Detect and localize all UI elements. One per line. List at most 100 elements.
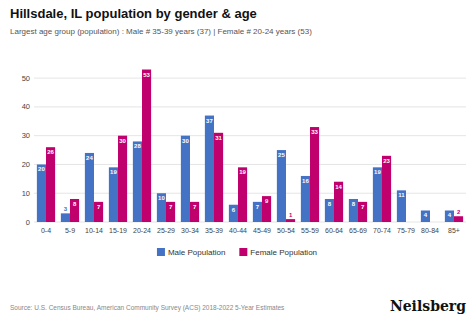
bar bbox=[262, 196, 271, 222]
data-label: 9 bbox=[265, 198, 269, 204]
data-label: 30 bbox=[119, 138, 126, 144]
chart: Hillsdale, IL population by gender & age… bbox=[0, 0, 474, 316]
data-label: 8 bbox=[73, 201, 77, 207]
bar bbox=[70, 199, 79, 222]
bar bbox=[142, 70, 151, 222]
data-label: 7 bbox=[256, 204, 260, 210]
bar bbox=[214, 133, 223, 222]
x-tick-label: 70-74 bbox=[373, 227, 391, 234]
data-label: 4 bbox=[448, 212, 452, 218]
bar bbox=[133, 141, 142, 222]
data-label: 30 bbox=[182, 138, 189, 144]
bar bbox=[238, 167, 247, 222]
x-tick-label: 25-29 bbox=[157, 227, 175, 234]
bar bbox=[334, 182, 343, 222]
subtitle: Largest age group (population) : Male # … bbox=[10, 27, 312, 36]
x-tick-label: 5-9 bbox=[65, 227, 75, 234]
grid-line bbox=[34, 106, 466, 107]
x-tick-label: 35-39 bbox=[205, 227, 223, 234]
bar bbox=[229, 205, 238, 222]
data-label: 16 bbox=[302, 178, 309, 184]
data-label: 7 bbox=[193, 204, 197, 210]
bar bbox=[190, 202, 199, 222]
bar bbox=[430, 222, 439, 223]
data-label: 31 bbox=[215, 135, 222, 141]
x-tick-label: 40-44 bbox=[229, 227, 247, 234]
data-label: 4 bbox=[424, 212, 428, 218]
bar bbox=[166, 202, 175, 222]
data-label: 10 bbox=[158, 195, 165, 201]
x-tick-label: 75-79 bbox=[397, 227, 415, 234]
y-tick-label: 50 bbox=[22, 74, 30, 83]
data-label: 37 bbox=[206, 118, 213, 124]
x-tick-label: 0-4 bbox=[41, 227, 51, 234]
bar bbox=[310, 127, 319, 222]
bar bbox=[37, 164, 46, 222]
grid-line bbox=[34, 78, 466, 79]
bar bbox=[286, 219, 295, 222]
x-tick-label: 10-14 bbox=[85, 227, 103, 234]
data-label: 7 bbox=[361, 204, 365, 210]
data-label: 7 bbox=[97, 204, 101, 210]
legend-swatch bbox=[157, 248, 165, 256]
data-label: 33 bbox=[311, 129, 318, 135]
data-label: 25 bbox=[278, 152, 285, 158]
legend-item: Male Population bbox=[157, 248, 225, 257]
x-tick-label: 65-69 bbox=[349, 227, 367, 234]
legend-item: Female Population bbox=[239, 248, 317, 257]
bar bbox=[94, 202, 103, 222]
bar bbox=[421, 210, 430, 222]
legend: Male Population Female Population bbox=[157, 248, 317, 257]
y-tick-label: 10 bbox=[22, 189, 30, 198]
data-label: 28 bbox=[134, 143, 141, 149]
bar bbox=[358, 202, 367, 222]
legend-swatch bbox=[239, 248, 247, 256]
brand: Neilsberg bbox=[390, 298, 466, 314]
x-tick-label: 85+ bbox=[448, 227, 460, 234]
data-label: 26 bbox=[47, 149, 54, 155]
data-label: 14 bbox=[335, 184, 342, 190]
x-tick-label: 15-19 bbox=[109, 227, 127, 234]
bar bbox=[397, 190, 406, 222]
data-label: 8 bbox=[352, 201, 356, 207]
bar bbox=[253, 202, 262, 222]
y-tick-label: 40 bbox=[22, 102, 30, 111]
bar bbox=[325, 199, 334, 222]
bar bbox=[46, 147, 55, 222]
grid bbox=[34, 78, 466, 222]
data-label: 7 bbox=[169, 204, 173, 210]
data-label: 19 bbox=[374, 169, 381, 175]
legend-label: Male Population bbox=[168, 248, 225, 257]
x-tick-label: 60-64 bbox=[325, 227, 343, 234]
source: Source: U.S. Census Bureau, American Com… bbox=[10, 304, 285, 312]
bar bbox=[118, 136, 127, 222]
x-tick-label: 45-49 bbox=[253, 227, 271, 234]
y-tick-label: 30 bbox=[22, 131, 30, 140]
data-label: 24 bbox=[86, 155, 93, 161]
data-label: 3 bbox=[64, 206, 68, 212]
legend-label: Female Population bbox=[250, 248, 317, 257]
y-tick-label: 20 bbox=[22, 160, 30, 169]
x-tick-label: 50-54 bbox=[277, 227, 295, 234]
y-tick-label: 0 bbox=[26, 218, 30, 227]
x-tick-label: 30-34 bbox=[181, 227, 199, 234]
data-label: 8 bbox=[328, 201, 332, 207]
grid-line bbox=[34, 164, 466, 165]
data-label: 23 bbox=[383, 158, 390, 164]
data-label: 6 bbox=[232, 207, 236, 213]
bar bbox=[85, 153, 94, 222]
bar bbox=[382, 156, 391, 222]
bar bbox=[157, 193, 166, 222]
data-label: 20 bbox=[38, 166, 45, 172]
data-label: 1 bbox=[289, 212, 293, 218]
data-label: 53 bbox=[143, 72, 150, 78]
bar bbox=[406, 222, 415, 223]
title: Hillsdale, IL population by gender & age bbox=[10, 6, 257, 21]
grid-line bbox=[34, 135, 466, 136]
x-tick-label: 55-59 bbox=[301, 227, 319, 234]
data-label: 19 bbox=[110, 169, 117, 175]
bars bbox=[37, 70, 463, 222]
data-label: 19 bbox=[239, 169, 246, 175]
x-tick-label: 20-24 bbox=[133, 227, 151, 234]
data-label: 2 bbox=[457, 209, 461, 215]
